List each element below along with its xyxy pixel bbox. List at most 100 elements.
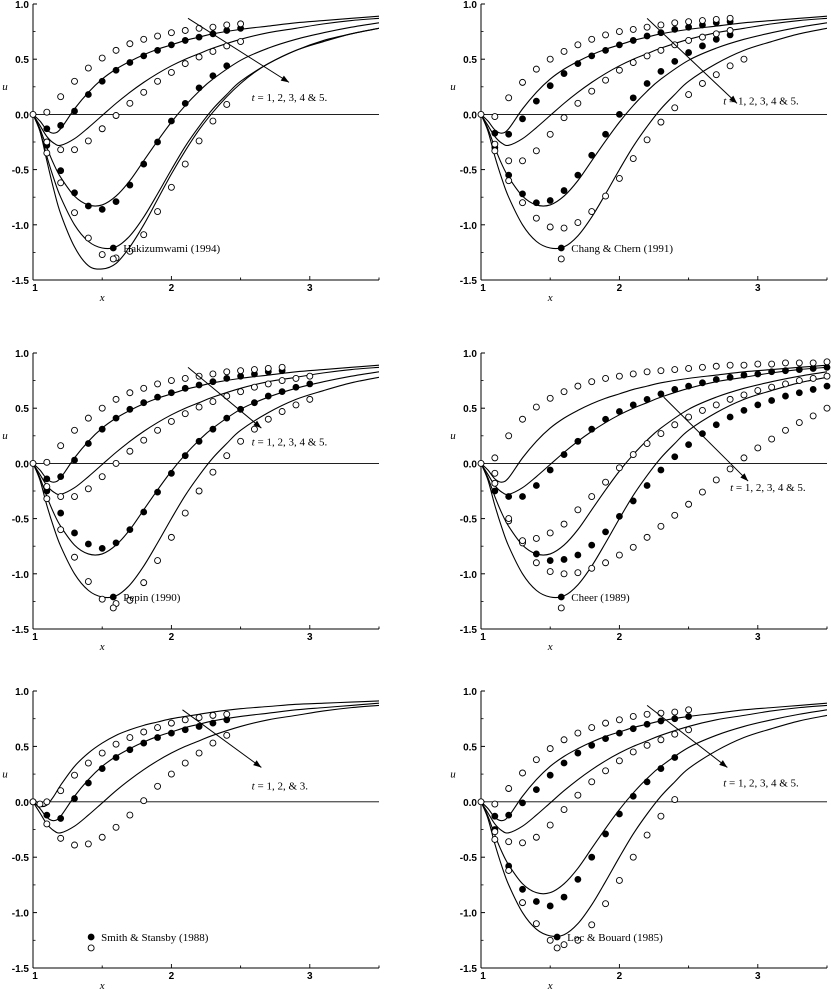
y-tick-label: -1.0 <box>12 221 30 232</box>
data-point-open <box>181 410 189 418</box>
data-point-filled <box>154 488 161 496</box>
data-point-open <box>740 55 748 63</box>
data-point-filled <box>782 392 789 400</box>
x-tick-label: 2 <box>617 283 623 294</box>
y-tick-label: 1.0 <box>15 687 29 698</box>
data-point-open <box>643 52 651 60</box>
data-point-open <box>754 387 762 394</box>
data-point-filled <box>98 545 106 552</box>
data-point-filled <box>491 812 499 820</box>
data-point-open <box>726 14 734 22</box>
data-point-open <box>602 559 610 567</box>
data-point-open <box>726 27 734 34</box>
data-point-open <box>795 419 803 427</box>
data-point-open <box>264 415 272 423</box>
data-point-open <box>823 372 831 380</box>
data-point-open <box>795 359 803 367</box>
data-point-filled <box>84 779 92 787</box>
annotation-var: t <box>252 437 256 449</box>
data-point-open <box>643 741 651 749</box>
data-point-open <box>823 404 831 412</box>
data-point-open <box>98 54 106 62</box>
y-axis-label: u <box>2 768 8 780</box>
data-point-open <box>57 834 65 842</box>
data-point-filled <box>671 25 679 33</box>
data-point-open <box>560 941 568 949</box>
data-point-filled <box>154 46 161 54</box>
data-point-open <box>84 759 92 767</box>
data-point-filled <box>712 376 720 383</box>
data-point-open <box>698 17 706 25</box>
data-point-open <box>140 579 148 587</box>
data-point-open <box>698 488 706 496</box>
data-point-open <box>29 459 37 467</box>
data-point-open <box>574 219 582 227</box>
data-point-filled <box>140 399 148 407</box>
data-point-open <box>574 506 582 514</box>
data-point-filled <box>195 381 203 389</box>
data-point-open <box>71 426 78 434</box>
data-point-open <box>43 495 51 503</box>
data-point-open <box>209 398 217 406</box>
data-point-filled <box>57 167 65 175</box>
data-point-open <box>615 372 623 380</box>
data-point-open <box>768 360 776 368</box>
annotation-text: t = 1, 2, 3, 4 & 5. <box>730 482 806 494</box>
data-point-filled <box>574 875 582 883</box>
y-tick-label: -1.5 <box>460 964 478 975</box>
data-point-open <box>71 553 78 561</box>
data-point-open <box>712 30 720 38</box>
data-point-open <box>602 900 610 908</box>
data-point-open <box>519 839 526 847</box>
data-point-open <box>629 853 637 861</box>
data-point-open <box>209 711 217 719</box>
data-point-open <box>57 493 65 500</box>
data-point-filled <box>43 811 51 819</box>
data-point-filled <box>768 397 776 404</box>
data-point-open <box>505 177 513 185</box>
data-point-open <box>505 867 513 874</box>
data-point-open <box>98 251 106 259</box>
data-point-open <box>629 543 637 551</box>
annotation-arrow <box>663 396 749 482</box>
data-point-filled <box>223 62 231 70</box>
data-point-open <box>140 35 148 43</box>
data-point-filled <box>491 129 499 137</box>
data-point-open <box>306 395 314 403</box>
data-point-filled <box>560 759 568 767</box>
data-point-open <box>588 208 596 216</box>
data-point-filled <box>602 46 609 54</box>
data-point-open <box>84 234 92 242</box>
series-line-2 <box>481 704 827 834</box>
data-point-open <box>250 425 258 433</box>
data-point-open <box>671 796 679 804</box>
data-point-open <box>740 391 748 399</box>
legend-label: Hakizumwami (1994) <box>123 243 220 255</box>
y-tick-label: -0.5 <box>12 853 30 864</box>
data-point-open <box>546 529 554 537</box>
data-point-filled <box>616 41 623 49</box>
data-point-filled <box>588 741 596 749</box>
data-point-open <box>491 479 499 487</box>
data-point-filled <box>84 540 92 548</box>
data-point-filled <box>657 765 665 772</box>
data-point-open <box>98 749 106 757</box>
x-tick-label: 2 <box>169 971 175 982</box>
data-point-filled <box>643 32 651 40</box>
data-point-open <box>195 137 203 145</box>
data-point-open <box>98 125 106 133</box>
data-point-open <box>167 68 175 76</box>
y-tick-label: -1.0 <box>460 570 478 581</box>
y-tick-label: -0.5 <box>12 515 30 526</box>
data-point-filled <box>195 84 203 92</box>
data-point-open <box>43 138 51 146</box>
annotation-rest: = 1, 2, 3, 4 & 5. <box>255 437 328 449</box>
legend-marker-filled <box>553 933 561 941</box>
data-point-filled <box>657 466 665 474</box>
legend-marker-open <box>557 604 565 612</box>
data-point-open <box>643 533 651 541</box>
data-point-open <box>237 367 245 375</box>
data-point-filled <box>546 902 554 910</box>
data-point-filled <box>154 138 161 146</box>
